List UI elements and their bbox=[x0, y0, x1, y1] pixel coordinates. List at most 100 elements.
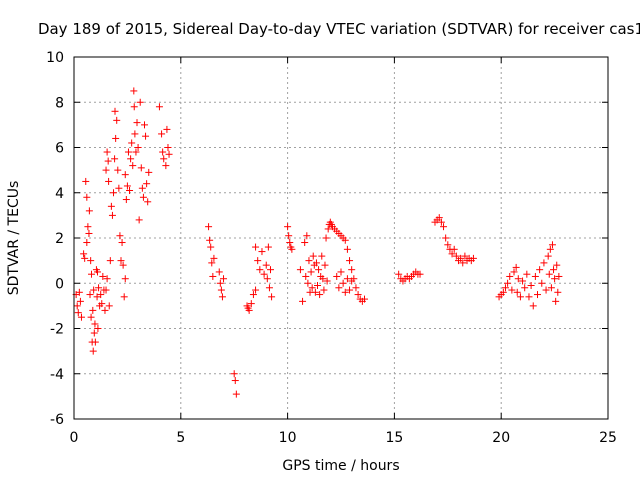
x-tick-label: 5 bbox=[176, 430, 185, 446]
data-point bbox=[87, 257, 95, 265]
data-point bbox=[135, 216, 143, 224]
data-point bbox=[514, 275, 522, 283]
data-point bbox=[215, 268, 223, 276]
data-point bbox=[118, 239, 126, 247]
data-point bbox=[508, 286, 516, 294]
data-point bbox=[312, 259, 320, 267]
data-point bbox=[120, 293, 128, 301]
data-point bbox=[531, 272, 539, 280]
data-point bbox=[217, 286, 225, 294]
data-point bbox=[337, 268, 345, 276]
data-point bbox=[231, 377, 239, 385]
data-points bbox=[72, 87, 563, 398]
x-tick-label: 10 bbox=[279, 430, 297, 446]
data-point bbox=[469, 254, 477, 262]
data-point bbox=[117, 257, 125, 265]
data-point bbox=[85, 229, 93, 237]
data-point bbox=[164, 144, 172, 151]
data-point bbox=[86, 291, 94, 299]
data-point bbox=[529, 302, 537, 310]
data-point bbox=[321, 261, 329, 269]
data-point bbox=[519, 277, 527, 285]
data-point bbox=[346, 286, 354, 294]
data-point bbox=[504, 279, 512, 287]
data-point bbox=[110, 189, 118, 197]
data-point bbox=[209, 272, 217, 280]
data-point bbox=[268, 293, 276, 301]
data-point bbox=[252, 243, 260, 251]
data-point bbox=[267, 266, 275, 274]
data-point bbox=[89, 306, 97, 314]
data-point bbox=[74, 309, 82, 317]
data-point bbox=[73, 302, 81, 310]
data-point bbox=[230, 370, 238, 378]
data-point bbox=[442, 234, 450, 242]
data-point bbox=[348, 277, 356, 285]
data-point bbox=[450, 245, 458, 253]
data-point bbox=[499, 288, 507, 296]
data-point bbox=[307, 268, 315, 276]
data-point bbox=[102, 286, 110, 294]
data-point bbox=[112, 134, 120, 142]
data-point bbox=[322, 234, 330, 242]
data-point bbox=[104, 157, 112, 165]
data-point bbox=[343, 245, 351, 253]
data-point bbox=[98, 300, 106, 308]
data-point bbox=[311, 288, 319, 296]
y-tick-label: 8 bbox=[55, 95, 64, 111]
data-point bbox=[501, 284, 509, 292]
x-axis-label: GPS time / hours bbox=[282, 458, 399, 474]
data-point bbox=[452, 252, 460, 260]
data-point bbox=[296, 266, 304, 274]
data-point bbox=[286, 239, 294, 247]
data-point bbox=[547, 284, 555, 292]
data-point bbox=[99, 272, 107, 280]
data-point bbox=[111, 155, 119, 163]
data-point bbox=[459, 259, 467, 267]
data-point bbox=[551, 275, 559, 283]
data-point bbox=[523, 270, 531, 278]
data-point bbox=[75, 288, 83, 296]
data-point bbox=[138, 184, 146, 192]
data-point bbox=[155, 103, 163, 111]
data-point bbox=[232, 390, 240, 398]
data-point bbox=[352, 284, 360, 292]
data-point bbox=[113, 116, 121, 124]
data-point bbox=[130, 103, 138, 111]
data-point bbox=[319, 275, 327, 283]
data-point bbox=[91, 338, 99, 346]
data-point bbox=[360, 295, 368, 303]
data-point bbox=[93, 293, 101, 301]
chart-title: Day 189 of 2015, Sidereal Day-to-day VTE… bbox=[38, 20, 640, 38]
data-point bbox=[506, 272, 514, 280]
data-point bbox=[106, 257, 114, 265]
data-point bbox=[207, 243, 215, 251]
data-point bbox=[145, 168, 153, 176]
y-tick-label: 6 bbox=[55, 141, 64, 157]
data-point bbox=[124, 148, 132, 156]
data-point bbox=[339, 279, 347, 287]
data-point bbox=[348, 266, 356, 274]
data-point bbox=[245, 306, 253, 314]
data-point bbox=[132, 148, 140, 156]
data-point bbox=[553, 261, 561, 269]
data-point bbox=[122, 196, 130, 204]
data-point bbox=[159, 148, 167, 156]
y-tick-label: -6 bbox=[50, 412, 64, 428]
data-point bbox=[284, 223, 292, 231]
data-point bbox=[127, 155, 135, 163]
y-axis-label: SDTVAR / TECUs bbox=[6, 181, 22, 296]
data-point bbox=[108, 211, 116, 219]
data-point bbox=[263, 275, 271, 283]
data-point bbox=[220, 275, 228, 283]
data-point bbox=[457, 254, 465, 262]
y-tick-label: 2 bbox=[55, 231, 64, 247]
data-point bbox=[137, 164, 145, 172]
data-point bbox=[461, 252, 469, 260]
data-point bbox=[136, 98, 144, 106]
data-point bbox=[341, 288, 349, 296]
data-point bbox=[85, 207, 93, 215]
data-point bbox=[544, 252, 552, 260]
